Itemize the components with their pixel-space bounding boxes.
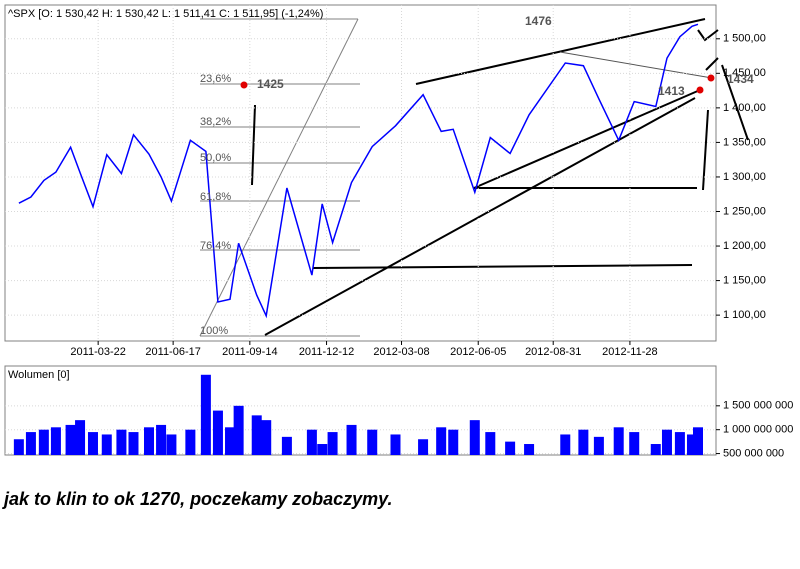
y-tick-label: 1 450,00 [723, 67, 766, 79]
volume-bar [390, 434, 401, 455]
y-tick-label: 1 400,00 [723, 102, 766, 114]
y-tick-label: 1 200,00 [723, 240, 766, 252]
caption: jak to klin to ok 1270, poczekamy zobacz… [2, 489, 393, 509]
x-tick-label: 2012-06-05 [450, 346, 506, 358]
trend-line [251, 104, 256, 186]
volume-bar [674, 432, 685, 455]
price-line [18, 23, 699, 319]
trend-line [415, 18, 706, 85]
volume-bar [686, 434, 697, 455]
y-tick-label: 1 000 000 000 [723, 424, 793, 436]
volume-bar [593, 436, 604, 455]
volume-bar [116, 429, 127, 455]
x-tick-label: 2011-09-14 [222, 346, 277, 358]
volume-bar [629, 432, 640, 455]
volume-bar [367, 429, 378, 455]
volume-bar [578, 429, 589, 455]
fibonacci [199, 18, 360, 337]
volume-bar [212, 410, 223, 455]
trend-line [312, 264, 693, 269]
y-tick-label: 1 350,00 [723, 136, 766, 148]
volume-bar [448, 429, 459, 455]
annotation: 76,4% [200, 240, 231, 252]
annotation: 1476 [525, 14, 552, 28]
marker [240, 81, 248, 89]
volume-bar [650, 444, 661, 455]
annotation: 50,0% [200, 152, 231, 164]
marker [696, 86, 704, 94]
volume-bar [251, 415, 262, 455]
volume-bar [485, 432, 496, 455]
volume-bar [25, 432, 36, 455]
y-tick-label: 1 500 000 000 [723, 400, 793, 412]
annotation: 23,6% [200, 73, 231, 85]
y-tick-label: 1 150,00 [723, 274, 766, 286]
volume-bar [225, 427, 236, 455]
volume-bar [128, 432, 139, 455]
volume-bar [317, 444, 328, 455]
volume-bar [144, 427, 155, 455]
volume-bar [166, 434, 177, 455]
volume-bar [306, 429, 317, 455]
y-tick-label: 1 500,00 [723, 33, 766, 45]
volume-bar [469, 420, 480, 455]
marker [707, 74, 715, 82]
x-tick-label: 2012-03-08 [373, 346, 429, 358]
y-tick-label: 500 000 000 [723, 447, 784, 459]
volume-bar [185, 429, 196, 455]
volume-bar [613, 427, 624, 455]
volume-bar [38, 429, 49, 455]
y-tick-label: 1 300,00 [723, 171, 766, 183]
annotation: 1425 [257, 77, 284, 91]
volume-bar [560, 434, 571, 455]
volume-bar [661, 429, 672, 455]
forecast-path [697, 29, 749, 191]
x-tick-label: 2012-08-31 [525, 346, 581, 358]
price-frame [4, 4, 717, 342]
volume-bar [101, 434, 112, 455]
trend-line [264, 97, 696, 336]
volume-bar [524, 444, 535, 455]
y-tick-label: 1 100,00 [723, 309, 766, 321]
volume-bar [50, 427, 61, 455]
price-header: ^SPX [O: 1 530,42 H: 1 530,42 L: 1 511,4… [8, 8, 323, 20]
volume-bar [693, 427, 703, 455]
volume-bar [156, 424, 167, 455]
x-tick-label: 2011-12-12 [299, 346, 354, 358]
x-tick-label: 2011-03-22 [70, 346, 125, 358]
volume-bar [436, 427, 447, 455]
annotation: 1413 [658, 84, 685, 98]
volume-bar [281, 436, 292, 455]
volume-bar [327, 432, 338, 455]
volume-bar [505, 441, 516, 455]
fib-diagonal [199, 18, 359, 337]
annotation: 38,2% [200, 116, 231, 128]
x-tick-label: 2012-11-28 [602, 346, 657, 358]
annotation: 61,8% [200, 191, 231, 203]
annotation: 1434 [727, 72, 754, 86]
trend-line [473, 89, 701, 189]
volume-bar [13, 439, 24, 455]
volume-bar [346, 424, 357, 455]
volume-bar [200, 374, 211, 455]
y-tick-label: 1 250,00 [723, 205, 766, 217]
volume-frame [4, 365, 717, 456]
volume-bar [65, 424, 76, 455]
volume-bar [261, 420, 272, 455]
volume-bar [87, 432, 98, 455]
volume-bar [418, 439, 429, 455]
volume-bar [233, 405, 244, 455]
volume-header: Wolumen [0] [8, 369, 70, 381]
annotation: 100% [200, 325, 228, 337]
volume-bar [75, 420, 86, 455]
x-tick-label: 2011-06-17 [145, 346, 200, 358]
